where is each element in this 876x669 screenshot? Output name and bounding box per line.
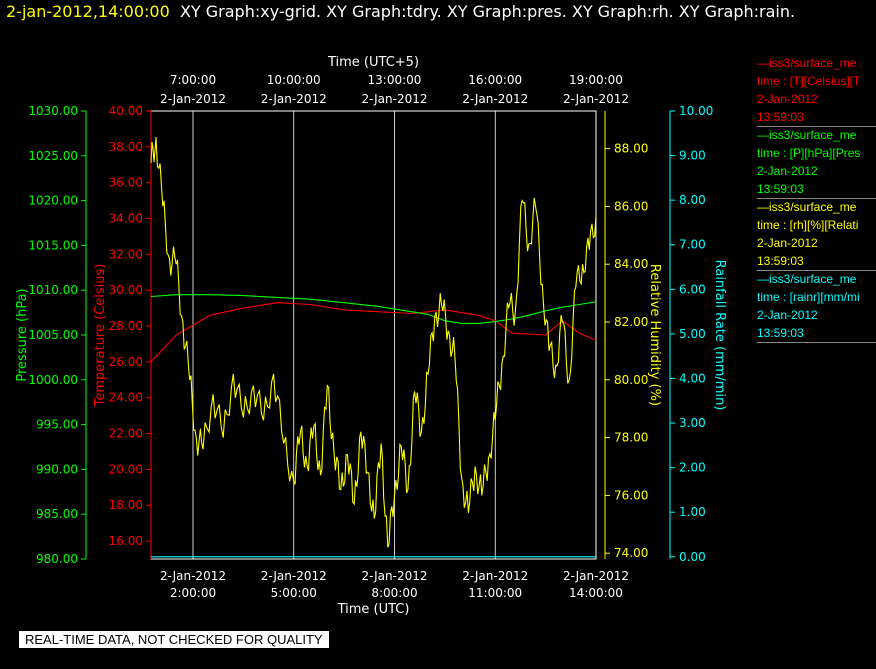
x-top-tick-label: 13:00:00 xyxy=(368,73,422,87)
temperature-tick-label: 30.00 xyxy=(109,283,143,297)
x-top-tick-label: 7:00:00 xyxy=(170,73,216,87)
pressure-tick-label: 1030.00 xyxy=(28,104,78,118)
x-tick-label: 2-Jan-2012 xyxy=(361,569,427,583)
x-top-tick-label: 16:00:00 xyxy=(468,73,522,87)
x-tick-label: 2-Jan-2012 xyxy=(563,569,629,583)
temperature-tick-label: 24.00 xyxy=(109,391,143,405)
legend-line: time : [rh][%][Relati xyxy=(757,218,859,232)
legend-line: —iss3/surface_me xyxy=(757,56,857,70)
rh-tick-label: 84.00 xyxy=(614,257,648,271)
legend-line: time : [P][hPa][Pres xyxy=(757,146,861,160)
pressure-tick-label: 1000.00 xyxy=(28,373,78,387)
rh-tick-label: 86.00 xyxy=(614,199,648,213)
temperature-axis-label: Temperature (Celsius) xyxy=(93,264,108,408)
rain-tick-label: 9.00 xyxy=(679,149,706,163)
x-top-axis-label: Time (UTC+5) xyxy=(327,55,419,70)
rain-tick-label: 1.00 xyxy=(679,505,706,519)
temperature-tick-label: 36.00 xyxy=(109,176,143,190)
x-axis-label: Time (UTC) xyxy=(337,602,410,617)
temperature-tick-label: 26.00 xyxy=(109,355,143,369)
pressure-tick-label: 980.00 xyxy=(36,552,78,566)
rh-tick-label: 82.00 xyxy=(614,315,648,329)
rain-tick-label: 5.00 xyxy=(679,327,706,341)
legend-line: 2-Jan-2012 xyxy=(757,92,818,106)
pressure-tick-label: 1010.00 xyxy=(28,283,78,297)
x-top-tick-label: 2-Jan-2012 xyxy=(261,92,327,106)
x-tick-label: 11:00:00 xyxy=(468,586,522,600)
pressure-tick-label: 1025.00 xyxy=(28,149,78,163)
pressure-tick-label: 1020.00 xyxy=(28,194,78,208)
temperature-tick-label: 28.00 xyxy=(109,319,143,333)
rh-series-line xyxy=(150,136,597,548)
temperature-tick-label: 32.00 xyxy=(109,247,143,261)
temperature-tick-label: 16.00 xyxy=(109,534,143,548)
rain-tick-label: 0.00 xyxy=(679,550,706,564)
x-tick-label: 8:00:00 xyxy=(371,586,417,600)
x-tick-label: 2-Jan-2012 xyxy=(462,569,528,583)
graph-title: 2-jan-2012,14:00:00 XY Graph:xy-grid. XY… xyxy=(6,2,795,21)
legend-line: —iss3/surface_me xyxy=(757,128,857,142)
rain-tick-label: 6.00 xyxy=(679,282,706,296)
legend-line: 2-Jan-2012 xyxy=(757,236,818,250)
x-top-tick-label: 2-Jan-2012 xyxy=(361,92,427,106)
pressure-series-line xyxy=(150,294,597,324)
pressure-tick-label: 985.00 xyxy=(36,507,78,521)
legend-line: —iss3/surface_me xyxy=(757,272,857,286)
rh-axis-label: Relative Humidity (%) xyxy=(647,264,662,406)
legend-line: 2-Jan-2012 xyxy=(757,164,818,178)
legend-line: 13:59:03 xyxy=(757,326,804,340)
legend-line: time : [rainr][mm/mi xyxy=(757,290,860,304)
plot-frame xyxy=(150,110,597,560)
rh-tick-label: 74.00 xyxy=(614,546,648,560)
x-top-tick-label: 2-Jan-2012 xyxy=(160,92,226,106)
rh-tick-label: 78.00 xyxy=(614,431,648,445)
temperature-tick-label: 34.00 xyxy=(109,212,143,226)
legend-line: 13:59:03 xyxy=(757,182,804,196)
x-tick-label: 5:00:00 xyxy=(271,586,317,600)
temperature-tick-label: 40.00 xyxy=(109,104,143,118)
legend-line: 13:59:03 xyxy=(757,110,804,124)
x-tick-label: 14:00:00 xyxy=(569,586,623,600)
temperature-tick-label: 22.00 xyxy=(109,427,143,441)
pressure-axis-label: Pressure (hPa) xyxy=(15,288,30,381)
rain-tick-label: 4.00 xyxy=(679,371,706,385)
rain-tick-label: 3.00 xyxy=(679,416,706,430)
rain-tick-label: 8.00 xyxy=(679,193,706,207)
legend-line: 13:59:03 xyxy=(757,254,804,268)
graph-list: XY Graph:xy-grid. XY Graph:tdry. XY Grap… xyxy=(179,2,796,21)
rh-tick-label: 76.00 xyxy=(614,488,648,502)
temperature-tick-label: 20.00 xyxy=(109,462,143,476)
x-tick-label: 2-Jan-2012 xyxy=(261,569,327,583)
x-top-tick-label: 10:00:00 xyxy=(267,73,321,87)
pressure-tick-label: 1015.00 xyxy=(28,238,78,252)
quality-notice: REAL-TIME DATA, NOT CHECKED FOR QUALITY xyxy=(19,631,329,648)
legend-line: —iss3/surface_me xyxy=(757,200,857,214)
rain-axis-label: Rainfall Rate (mm/min) xyxy=(712,260,727,411)
rh-tick-label: 88.00 xyxy=(614,142,648,156)
x-tick-label: 2-Jan-2012 xyxy=(160,569,226,583)
temperature-tick-label: 18.00 xyxy=(109,498,143,512)
pressure-tick-label: 1005.00 xyxy=(28,328,78,342)
x-tick-label: 2:00:00 xyxy=(170,586,216,600)
temperature-series-line xyxy=(150,302,597,363)
legend-line: 2-Jan-2012 xyxy=(757,308,818,322)
legend-line: time : [T][Celsius][T xyxy=(757,74,861,88)
x-top-tick-label: 2-Jan-2012 xyxy=(563,92,629,106)
pressure-tick-label: 995.00 xyxy=(36,418,78,432)
rain-tick-label: 7.00 xyxy=(679,238,706,252)
rain-tick-label: 10.00 xyxy=(679,104,713,118)
temperature-tick-label: 38.00 xyxy=(109,140,143,154)
x-top-tick-label: 2-Jan-2012 xyxy=(462,92,528,106)
rain-tick-label: 2.00 xyxy=(679,461,706,475)
rh-tick-label: 80.00 xyxy=(614,373,648,387)
pressure-tick-label: 990.00 xyxy=(36,462,78,476)
timestamp: 2-jan-2012,14:00:00 xyxy=(6,2,170,21)
x-top-tick-label: 19:00:00 xyxy=(569,73,623,87)
